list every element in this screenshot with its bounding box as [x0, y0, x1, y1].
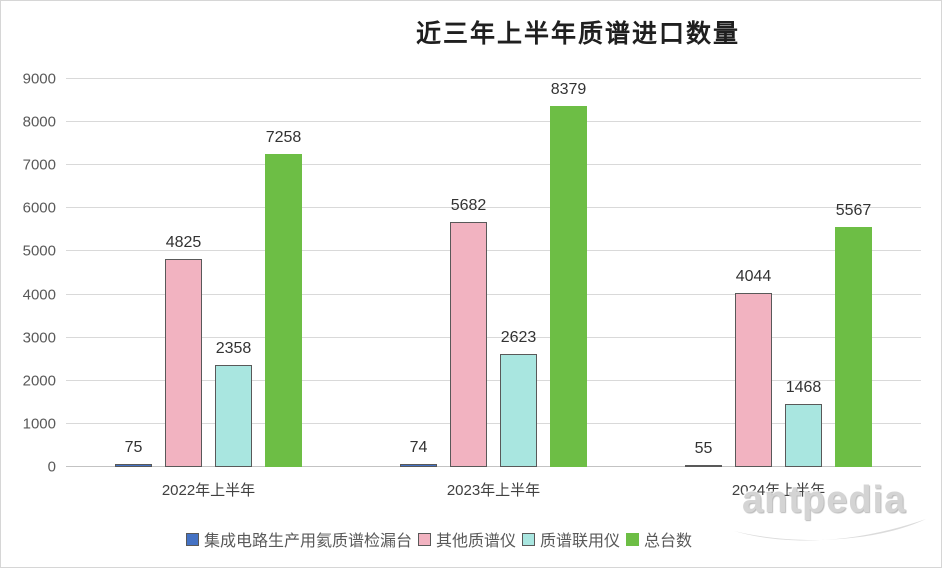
legend-item: 总台数: [626, 527, 692, 551]
y-axis-tick-label: 9000: [22, 70, 56, 88]
legend-swatch-icon: [522, 532, 535, 546]
bar-value-label: 2358: [215, 340, 252, 357]
bar-value-label: 8379: [550, 81, 587, 98]
bar-集成电路生产用氦质谱检漏台-2023年上半年: [400, 464, 437, 467]
legend-label: 总台数: [644, 533, 693, 550]
chart-title: 近三年上半年质谱进口数量: [415, 19, 741, 48]
y-axis-tick-label: 4000: [22, 286, 56, 304]
gridline: [66, 250, 921, 252]
legend-label: 集成电路生产用氦质谱检漏台: [203, 533, 412, 550]
legend-swatch-icon: [185, 532, 199, 546]
bar-value-label: 55: [694, 440, 713, 457]
bar-其他质谱仪-2022年上半年: [165, 259, 202, 467]
y-axis-tick-label: 7000: [22, 156, 56, 174]
bar-集成电路生产用氦质谱检漏台-2022年上半年: [115, 464, 152, 467]
bar-value-label: 5567: [835, 202, 872, 219]
gridline: [66, 466, 921, 467]
legend-item: 集成电路生产用氦质谱检漏台: [185, 527, 412, 551]
legend-item: 其他质谱仪: [417, 527, 516, 551]
y-axis-tick-label: 3000: [22, 329, 56, 347]
gridline: [66, 336, 921, 338]
bar-value-label: 5682: [450, 197, 487, 214]
gridline: [66, 78, 921, 79]
gridline: [66, 164, 921, 166]
plot-area: 0 1000 2000 3000 4000 5000 6000 7000 8000 9000 75 7…: [23, 71, 921, 499]
bar-质谱联用仪-2024年上半年: [785, 404, 822, 467]
legend-label: 其他质谱仪: [435, 533, 516, 550]
y-axis-tick-label: 8000: [22, 113, 56, 131]
bar-总台数-2023年上半年: [550, 106, 587, 467]
bar-总台数-2024年上半年: [835, 227, 872, 467]
gridline: [66, 293, 921, 295]
bar-其他质谱仪-2023年上半年: [450, 222, 487, 467]
x-axis-category-label: 2023年上半年: [446, 482, 541, 499]
chart-legend: 集成电路生产用氦质谱检漏台 其他质谱仪 质谱联用仪 总台数: [1, 527, 909, 551]
bar-集成电路生产用氦质谱检漏台-2024年上半年: [685, 465, 722, 467]
gridline: [66, 379, 921, 381]
gridline: [66, 207, 921, 209]
y-axis-tick-label: 2000: [22, 372, 56, 390]
bar-value-label: 4044: [735, 268, 772, 285]
bar-value-label: 2623: [500, 329, 537, 346]
legend-label: 质谱联用仪: [540, 533, 621, 550]
bar-value-label: 75: [124, 439, 143, 456]
y-axis-tick-label: 5000: [22, 242, 56, 260]
legend-swatch-icon: [626, 532, 640, 546]
legend-swatch-icon: [417, 532, 431, 546]
bar-总台数-2022年上半年: [265, 154, 302, 467]
bar-value-label: 74: [409, 439, 428, 456]
gridline: [66, 121, 921, 123]
bar-其他质谱仪-2024年上半年: [735, 293, 772, 467]
legend-item: 质谱联用仪: [522, 527, 620, 551]
bar-质谱联用仪-2022年上半年: [215, 365, 252, 467]
bar-value-label: 4825: [165, 234, 202, 251]
y-axis-tick-label: 1000: [22, 415, 56, 433]
y-axis-tick-label: 0: [47, 458, 56, 476]
y-axis-tick-label: 6000: [22, 199, 56, 217]
bar-value-label: 1468: [785, 379, 822, 396]
bar-质谱联用仪-2023年上半年: [500, 354, 537, 467]
x-axis-category-label: 2024年上半年: [731, 482, 826, 499]
x-axis-category-label: 2022年上半年: [161, 482, 256, 499]
bar-value-label: 7258: [265, 129, 302, 146]
gridline: [66, 422, 921, 424]
